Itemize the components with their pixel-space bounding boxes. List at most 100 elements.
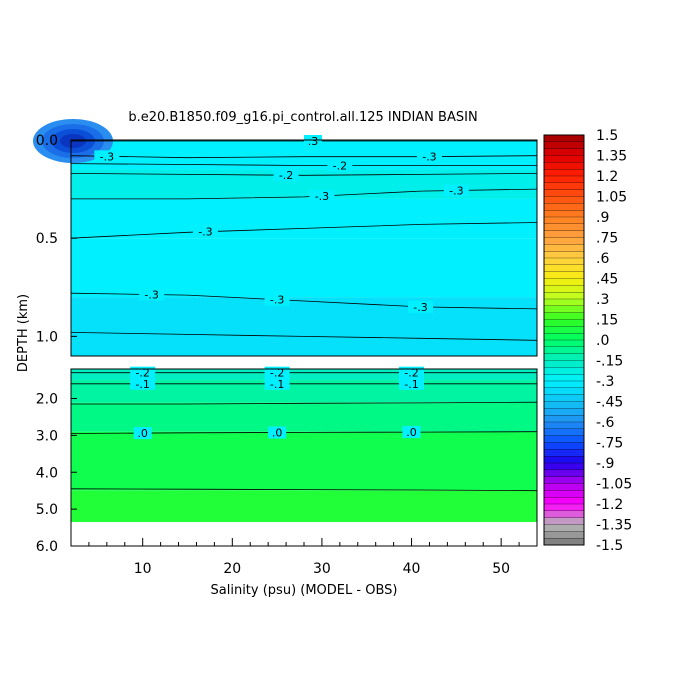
lower-contour-label: -.1 bbox=[270, 378, 284, 391]
chart-title: b.e20.B1850.f09_g16.pi_control.all.125 I… bbox=[128, 110, 477, 125]
colorbar-tick-label: -1.35 bbox=[596, 518, 632, 534]
colorbar-segment bbox=[543, 271, 585, 279]
colorbar-segment bbox=[543, 196, 585, 204]
x-tick-label: 30 bbox=[313, 561, 331, 577]
upper-contour-2 bbox=[70, 163, 537, 166]
upper-contour-label: -.3 bbox=[100, 150, 114, 163]
colorbar-tick-label: 1.05 bbox=[596, 190, 627, 206]
colorbar-segment bbox=[543, 175, 585, 184]
colorbar-tick-label: -.3 bbox=[596, 374, 614, 390]
colorbar-segment bbox=[543, 203, 585, 211]
lower-contour-label-bg bbox=[130, 377, 156, 390]
upper-contour-label-bg bbox=[408, 300, 433, 313]
colorbar-segment bbox=[543, 162, 585, 170]
upper-contour-label-bg bbox=[416, 150, 442, 163]
colorbar-segment bbox=[543, 333, 585, 341]
colorbar-tick-label: .3 bbox=[596, 292, 609, 308]
lower-contour-label: -.2 bbox=[135, 367, 149, 380]
colorbar-segment bbox=[543, 264, 585, 273]
upper-band-3 bbox=[71, 238, 537, 298]
lower-contour-label: .0 bbox=[272, 427, 283, 440]
colorbar-segment bbox=[543, 216, 585, 225]
colorbar-segment bbox=[543, 469, 585, 478]
lower-contour-label: -.2 bbox=[404, 367, 418, 380]
colorbar-frame bbox=[543, 134, 585, 546]
colorbar-tick-label: -.6 bbox=[596, 415, 615, 431]
colorbar-segment bbox=[543, 305, 585, 314]
colorbar-segment bbox=[543, 538, 585, 546]
lower-band-3 bbox=[71, 431, 537, 491]
colorbar-tick-label: 1.5 bbox=[596, 128, 618, 144]
colorbar-segment bbox=[543, 134, 585, 143]
colorbar-segment bbox=[543, 223, 585, 232]
lower-contour-label: -.2 bbox=[270, 367, 284, 380]
colorbar-tick-label: 1.2 bbox=[596, 169, 618, 185]
colorbar-segment bbox=[543, 524, 585, 532]
colorbar-segment bbox=[543, 510, 585, 519]
colorbar-segment bbox=[543, 408, 585, 416]
upper-contour-label: -.2 bbox=[279, 169, 293, 182]
colorbar-segment bbox=[543, 339, 585, 348]
colorbar: 1.5 1.35 1.2 1.05 .9 .75 .6 .45 .3 .15 .0 -.15 -.3 -.… bbox=[543, 128, 632, 554]
colorbar-segment bbox=[543, 292, 585, 300]
lower-band-4 bbox=[71, 490, 537, 523]
colorbar-segment bbox=[543, 298, 585, 307]
upper-contour-label: -.3 bbox=[413, 301, 427, 314]
upper-contour-label-bg bbox=[309, 190, 335, 203]
lower-contour-label-bg bbox=[399, 366, 425, 379]
colorbar-tick-label: -.15 bbox=[596, 354, 623, 370]
lower-contour-label: .0 bbox=[406, 426, 417, 439]
y-tick-label: 3.0 bbox=[36, 428, 58, 444]
x-tick-label: 20 bbox=[223, 561, 241, 577]
colorbar-segment bbox=[543, 285, 585, 293]
upper-band-2 bbox=[71, 198, 537, 239]
colorbar-tick-label: .15 bbox=[596, 313, 618, 329]
colorbar-segment bbox=[543, 394, 585, 402]
lower-contour-label-bg bbox=[264, 366, 290, 379]
lower-contour-label-bg bbox=[268, 426, 287, 439]
colorbar-segment bbox=[543, 346, 585, 355]
colorbar-tick-label: .6 bbox=[596, 251, 609, 267]
colorbar-segment bbox=[543, 360, 585, 368]
upper-contour-label: .3 bbox=[308, 135, 319, 148]
colorbar-segment bbox=[543, 387, 585, 396]
colorbar-segment bbox=[543, 490, 585, 498]
colorbar-tick-label: -1.2 bbox=[596, 497, 623, 513]
colorbar-segment bbox=[543, 421, 585, 430]
colorbar-segment bbox=[543, 517, 585, 525]
x-axis-label: Salinity (psu) (MODEL - OBS) bbox=[211, 583, 398, 598]
x-tick-label: 40 bbox=[403, 561, 421, 577]
colorbar-segment bbox=[543, 476, 585, 484]
y-tick-label: 0.5 bbox=[36, 231, 58, 247]
upper-contour-label-bg bbox=[264, 293, 290, 306]
colorbar-segment bbox=[543, 428, 585, 437]
x-axis: 10 20 30 40 50 bbox=[70, 538, 538, 577]
y-axis-label: DEPTH (km) bbox=[16, 294, 31, 372]
y-tick-label: 5.0 bbox=[36, 502, 58, 518]
lower-contour-label-bg bbox=[399, 377, 425, 390]
x-tick-label: 50 bbox=[492, 561, 510, 577]
upper-contour-label: -.3 bbox=[315, 190, 329, 203]
colorbar-segment bbox=[543, 251, 585, 259]
colorbar-tick-label: -1.05 bbox=[596, 477, 632, 493]
colorbar-segment bbox=[543, 503, 585, 512]
colorbar-segment bbox=[543, 148, 585, 156]
colorbar-segment bbox=[543, 230, 585, 238]
colorbar-segment bbox=[543, 415, 585, 423]
upper-contour-label-bg bbox=[443, 184, 469, 197]
colorbar-segment bbox=[543, 141, 585, 150]
upper-band-4 bbox=[71, 297, 537, 356]
colorbar-segment bbox=[543, 278, 585, 286]
colorbar-segment bbox=[543, 456, 585, 464]
colorbar-segment bbox=[543, 210, 585, 218]
lower-contour-label-bg bbox=[264, 377, 290, 390]
colorbar-segment bbox=[543, 483, 585, 491]
colorbar-segment bbox=[543, 449, 585, 457]
upper-contour-3 bbox=[70, 173, 538, 176]
colorbar-tick-label: .45 bbox=[596, 272, 618, 288]
upper-contour-5 bbox=[70, 222, 538, 239]
colorbar-segment bbox=[543, 497, 585, 505]
colorbar-segment bbox=[543, 319, 585, 327]
colorbar-segment bbox=[543, 169, 585, 177]
